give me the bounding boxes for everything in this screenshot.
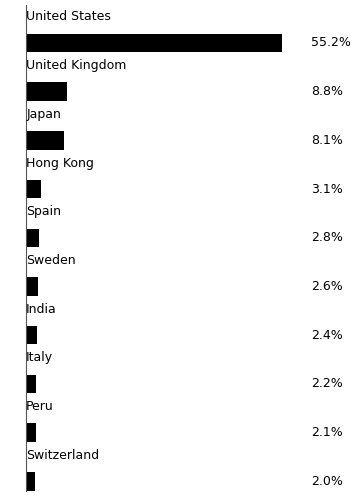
Bar	[26, 472, 36, 491]
Text: 2.4%: 2.4%	[311, 329, 343, 342]
Bar	[26, 326, 37, 344]
Text: 8.8%: 8.8%	[311, 85, 343, 98]
Bar	[26, 180, 41, 198]
Text: Spain: Spain	[26, 205, 61, 218]
Text: Peru: Peru	[26, 400, 54, 413]
Bar	[26, 375, 36, 393]
Bar	[26, 34, 282, 52]
Bar	[26, 131, 64, 150]
Text: Sweden: Sweden	[26, 254, 76, 267]
Text: Italy: Italy	[26, 351, 53, 364]
Text: United Kingdom: United Kingdom	[26, 59, 127, 72]
Text: Switzerland: Switzerland	[26, 449, 99, 462]
Text: 8.1%: 8.1%	[311, 134, 343, 147]
Text: 2.6%: 2.6%	[311, 280, 343, 293]
Text: 2.8%: 2.8%	[311, 231, 343, 245]
Text: 2.2%: 2.2%	[311, 377, 343, 391]
Text: India: India	[26, 303, 57, 316]
Text: 55.2%: 55.2%	[311, 36, 351, 50]
Bar	[26, 229, 39, 247]
Bar	[26, 277, 38, 296]
Text: United States: United States	[26, 10, 111, 23]
Text: Japan: Japan	[26, 108, 61, 121]
Bar	[26, 83, 67, 101]
Text: 2.1%: 2.1%	[311, 426, 343, 439]
Bar	[26, 423, 36, 442]
Text: 2.0%: 2.0%	[311, 475, 343, 488]
Text: 3.1%: 3.1%	[311, 182, 343, 196]
Text: Hong Kong: Hong Kong	[26, 157, 94, 169]
